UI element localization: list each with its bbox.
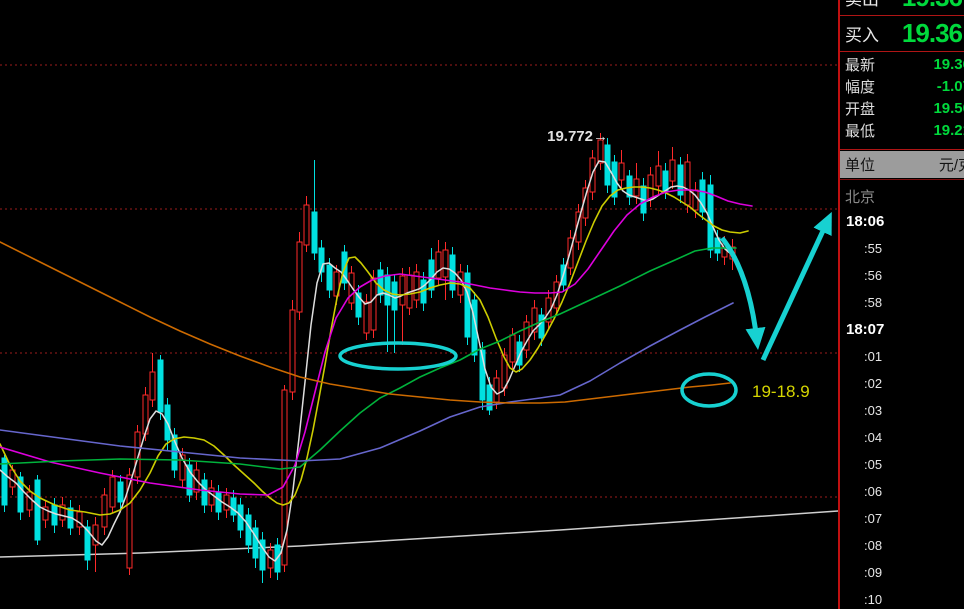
time-item: :03 [864, 403, 883, 418]
time-item: :02 [864, 376, 883, 391]
unit-label: 单位 [845, 157, 876, 174]
trend-line-layer [0, 510, 838, 558]
quote-row-label: 幅度 [845, 78, 876, 96]
quote-row: 最低 19.21 [840, 119, 964, 141]
separator [840, 15, 964, 16]
time-item: :04 [864, 430, 883, 445]
separator [840, 179, 964, 180]
up-arrow-annotation [760, 211, 832, 362]
time-item: 18:07 [846, 321, 885, 338]
ellipse-annotation [680, 372, 738, 408]
time-item: :10 [864, 592, 883, 607]
quote-row: 最新 19.36 [840, 53, 964, 75]
time-item: 18:06 [846, 213, 885, 230]
time-item: :58 [864, 295, 883, 310]
buy-label: 买入 [845, 25, 879, 45]
quote-row: 幅度 -1.07 [840, 75, 964, 97]
region-label: 北京 [845, 189, 876, 206]
time-item: :07 [864, 511, 883, 526]
quote-sidebar: 卖出 19.36 买入 19.36 最新19.36幅度-1.07开盘19.50最… [840, 0, 964, 609]
sell-price-row[interactable]: 卖出 19.36 [840, 0, 964, 14]
quote-row-value: -1.07 [936, 77, 964, 95]
sell-price: 19.36 [902, 0, 963, 13]
unit-value: 元/克 [938, 157, 964, 174]
time-item: :06 [864, 484, 883, 499]
quote-row: 开盘 19.50 [840, 97, 964, 119]
buy-price-row[interactable]: 买入 19.36 [840, 16, 964, 50]
quote-row-label: 最低 [845, 122, 876, 140]
candlestick-chart: 19.772→ 19-18.9 [0, 64, 838, 583]
ma-lines-layer [0, 160, 753, 562]
support-range-label: 19-18.9 [752, 382, 810, 401]
time-item: :09 [864, 565, 883, 580]
separator [840, 149, 964, 150]
quote-row-label: 开盘 [845, 100, 876, 118]
time-sales-list: 18:06 :55 :56 :58 18:07 :01 :02 :03 :04 :05 :06 :07… [840, 208, 964, 609]
unit-row: 单位 元/克 [840, 151, 964, 178]
quote-detail-rows: 最新 19.36 幅度 -1.07 开盘 19.50 最低 19.21 [840, 53, 964, 141]
time-item: :08 [864, 538, 883, 553]
peak-price-label: 19.772→ [547, 128, 608, 145]
quote-row-label: 最新 [845, 56, 876, 74]
time-item: :56 [864, 268, 883, 283]
time-item: :55 [864, 241, 883, 256]
quote-row-value: 19.21 [933, 121, 964, 139]
annotations-layer: 19.772→ 19-18.9 [338, 128, 832, 408]
buy-price: 19.36 [901, 17, 963, 48]
candles-layer [1, 133, 736, 583]
time-item: :05 [864, 457, 883, 472]
time-item: :01 [864, 349, 883, 364]
down-arrow-annotation [720, 236, 766, 350]
ellipse-annotation [338, 341, 458, 371]
quote-row-value: 19.50 [933, 99, 964, 117]
panel-divider [838, 0, 840, 609]
quote-row-value: 19.36 [933, 55, 964, 73]
separator [840, 51, 964, 52]
sell-label: 卖出 [845, 0, 879, 10]
